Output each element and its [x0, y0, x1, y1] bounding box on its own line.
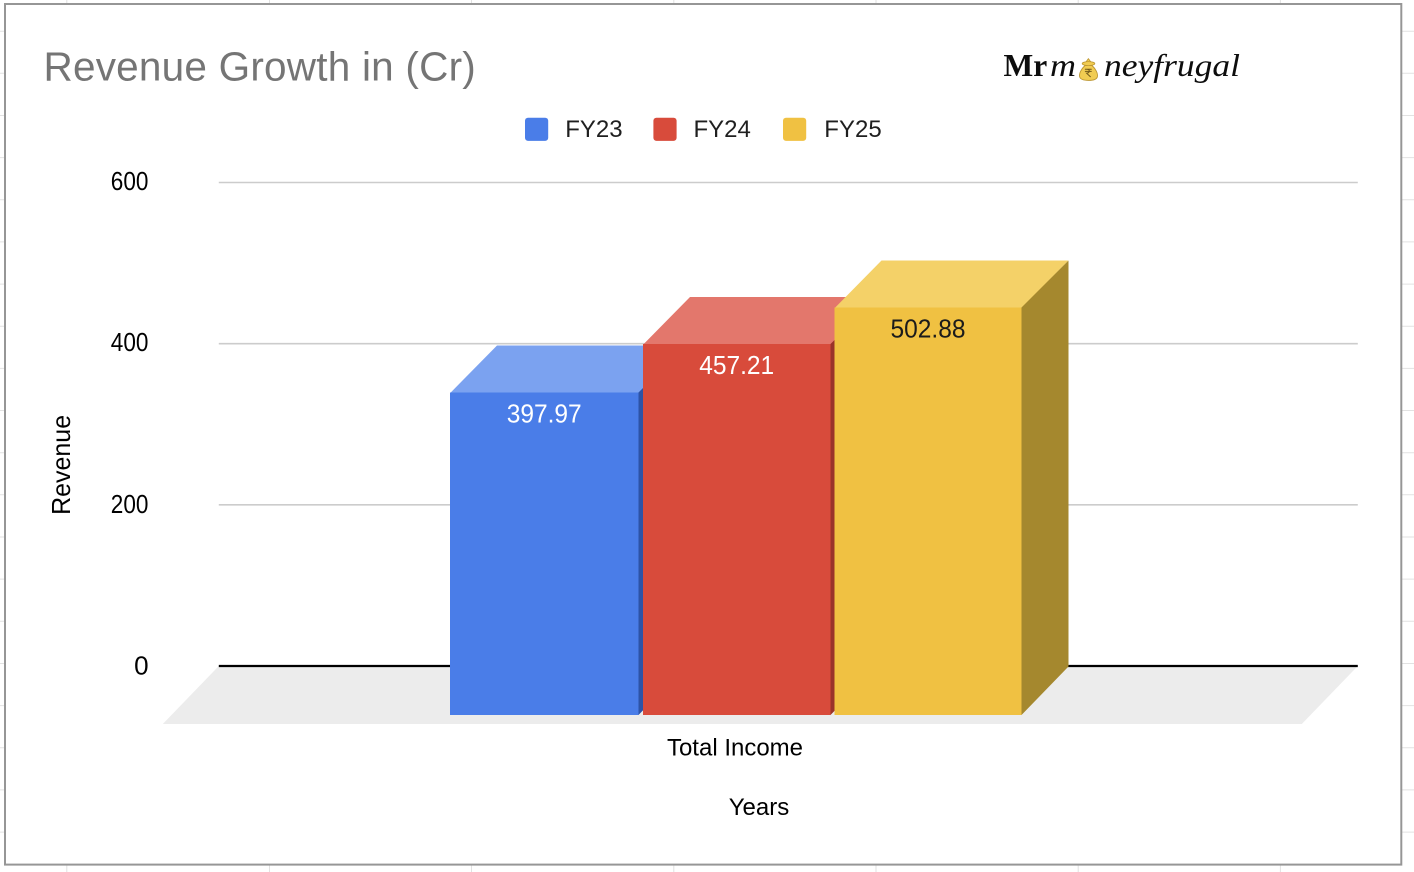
svg-text:FY23: FY23	[565, 116, 622, 143]
svg-text:Years: Years	[729, 794, 790, 821]
svg-text:400: 400	[111, 327, 149, 357]
svg-text:FY25: FY25	[824, 116, 881, 143]
svg-text:Mr: Mr	[1004, 48, 1048, 83]
svg-text:502.88: 502.88	[891, 314, 966, 344]
svg-text:Revenue: Revenue	[46, 415, 76, 515]
svg-text:0: 0	[134, 651, 148, 681]
svg-text:457.21: 457.21	[699, 350, 774, 380]
svg-text:neyfrugal: neyfrugal	[1104, 48, 1240, 83]
svg-text:Total Income: Total Income	[667, 735, 803, 762]
svg-text:200: 200	[111, 489, 149, 519]
svg-text:Revenue Growth in (Cr): Revenue Growth in (Cr)	[44, 44, 476, 90]
svg-text:397.97: 397.97	[507, 399, 582, 429]
svg-text:FY24: FY24	[694, 116, 751, 143]
svg-text:600: 600	[111, 166, 149, 196]
svg-text:m: m	[1050, 48, 1076, 83]
